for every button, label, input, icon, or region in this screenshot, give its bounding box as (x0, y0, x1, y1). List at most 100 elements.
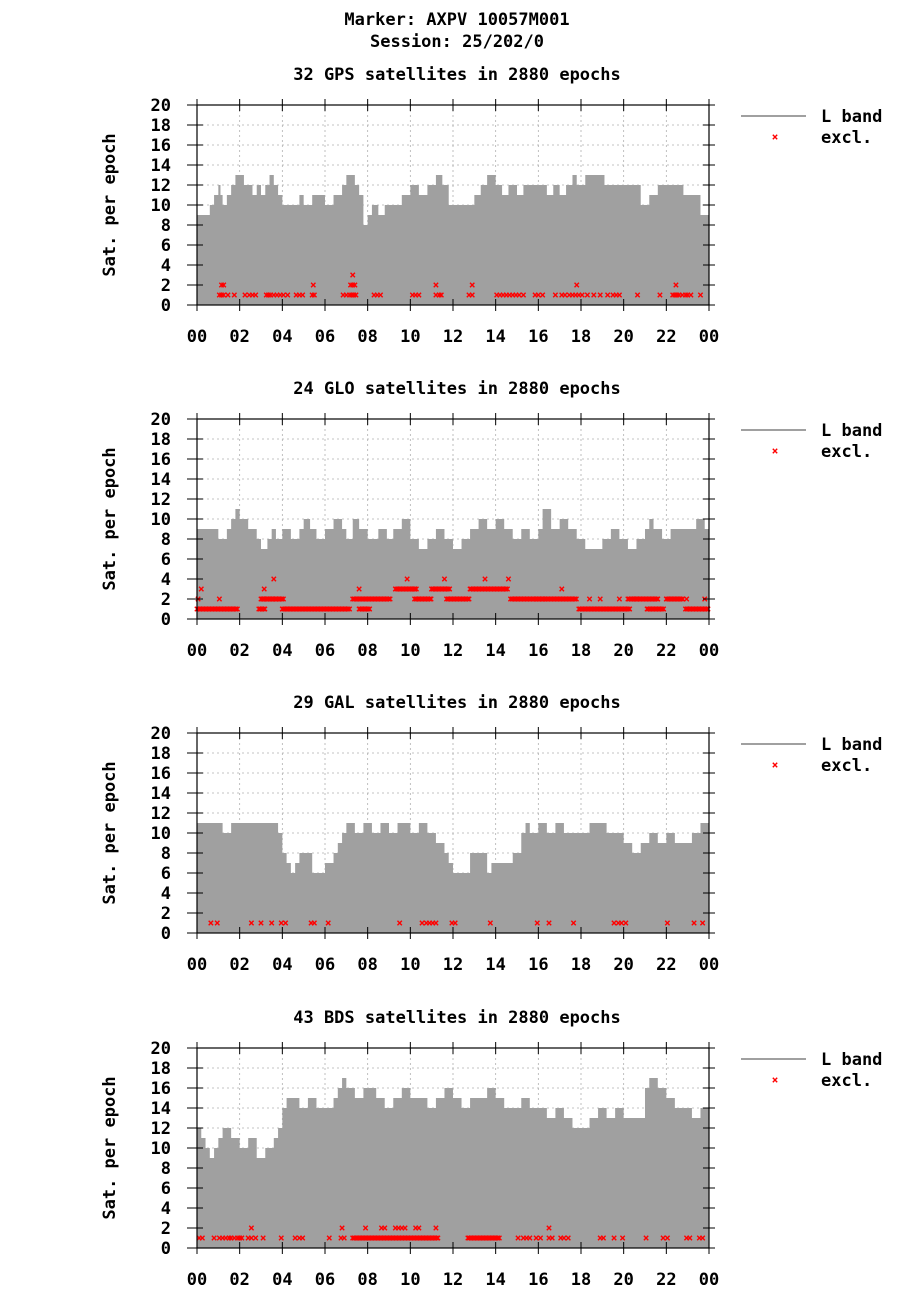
excluded-marker (252, 1235, 259, 1241)
x-tick-label: 06 (315, 955, 335, 975)
x-tick-label: 18 (571, 641, 591, 661)
excluded-marker (516, 292, 522, 298)
excluded-marker (537, 1235, 544, 1241)
excluded-marker (611, 1235, 617, 1241)
excluded-marker (616, 596, 623, 602)
excluded-marker (260, 596, 266, 602)
x-tick-label: 00 (187, 327, 207, 347)
excluded-marker (673, 282, 679, 288)
excluded-marker (280, 596, 287, 602)
excluded-marker (242, 292, 248, 298)
excluded-marker (402, 1225, 408, 1231)
excluded-marker (565, 1235, 571, 1241)
marker-heading: Marker: AXPV 10057M001 (344, 10, 569, 30)
y-tick-label: 4 (161, 570, 171, 590)
x-tick-label: 02 (229, 327, 249, 347)
excluded-marker (466, 596, 472, 602)
chart-title: 43 BDS satellites in 2880 epochs (293, 1008, 621, 1028)
excluded-marker (464, 596, 471, 602)
excluded-marker (562, 292, 568, 298)
excluded-marker (426, 596, 433, 602)
y-tick-label: 10 (151, 510, 171, 530)
excluded-marker (292, 1235, 298, 1241)
excluded-marker (496, 1235, 502, 1241)
excluded-marker (515, 1235, 521, 1241)
y-tick-label: 4 (161, 256, 171, 276)
excluded-marker (446, 586, 453, 592)
y-tick-label: 14 (151, 784, 171, 804)
excluded-marker (539, 292, 546, 298)
excluded-marker (299, 292, 306, 298)
x-tick-label: 10 (400, 327, 420, 347)
excluded-marker (433, 1225, 439, 1231)
y-tick-label: 6 (161, 550, 171, 570)
y-tick-label: 4 (161, 1199, 171, 1219)
legend-excl-label: excl. (821, 442, 872, 462)
excluded-marker (552, 292, 559, 298)
x-tick-label: 22 (656, 641, 676, 661)
x-tick-label: 14 (485, 327, 505, 347)
excluded-marker (539, 596, 546, 602)
excluded-marker (683, 596, 690, 602)
legend-excl-label: excl. (821, 128, 872, 148)
excluded-marker (428, 596, 434, 602)
excluded-marker (262, 606, 268, 612)
excluded-marker (678, 596, 684, 602)
y-tick-label: 18 (151, 430, 171, 450)
excluded-marker (600, 1235, 607, 1241)
x-tick-label: 08 (357, 955, 377, 975)
x-tick-label: 16 (528, 955, 548, 975)
x-tick-label: 10 (400, 1270, 420, 1290)
excluded-marker (416, 1225, 422, 1231)
y-tick-label: 16 (151, 764, 171, 784)
y-axis-label: Sat. per epoch (100, 1076, 120, 1219)
y-tick-label: 8 (161, 1159, 171, 1179)
excluded-marker (279, 596, 285, 602)
excluded-marker (387, 596, 393, 602)
excluded-marker (326, 1235, 332, 1241)
excluded-marker (339, 1225, 345, 1231)
y-tick-label: 20 (151, 1039, 171, 1059)
excluded-marker (611, 920, 617, 926)
x-tick-label: 18 (571, 1270, 591, 1290)
excluded-marker (597, 292, 603, 298)
excluded-marker (452, 920, 458, 926)
excluded-marker (299, 1235, 306, 1241)
excluded-marker (231, 292, 238, 298)
x-tick-label: 14 (485, 955, 505, 975)
y-tick-label: 16 (151, 136, 171, 156)
y-axis-label: Sat. per epoch (100, 133, 120, 276)
x-tick-label: 20 (613, 955, 633, 975)
excluded-marker (660, 606, 667, 612)
x-tick-label: 16 (528, 641, 548, 661)
y-tick-label: 2 (161, 276, 171, 296)
y-tick-label: 12 (151, 490, 171, 510)
excluded-marker (268, 596, 275, 602)
y-tick-label: 14 (151, 470, 171, 490)
excluded-marker (703, 606, 710, 612)
legend-excl-marker (772, 1077, 778, 1083)
excluded-marker (278, 1235, 284, 1241)
x-tick-label: 12 (443, 641, 463, 661)
excluded-marker (233, 606, 239, 612)
legend-band-label: L band (821, 735, 882, 755)
excluded-marker (659, 606, 665, 612)
x-tick-label: 22 (656, 955, 676, 975)
x-tick-label: 12 (443, 1270, 463, 1290)
x-tick-label: 20 (613, 327, 633, 347)
x-tick-label: 14 (485, 641, 505, 661)
legend-excl-marker (772, 762, 778, 768)
excluded-marker (271, 576, 277, 582)
chart-panel: 24 GLO satellites in 2880 epochs Sat. per… (100, 379, 882, 661)
excluded-marker (643, 1235, 649, 1241)
excluded-marker (657, 292, 663, 298)
y-tick-label: 18 (151, 744, 171, 764)
excluded-marker (385, 596, 392, 602)
x-tick-label: 02 (229, 641, 249, 661)
excluded-marker (469, 292, 475, 298)
excluded-marker (248, 1235, 255, 1241)
excluded-marker (268, 920, 275, 926)
excluded-marker (428, 586, 435, 592)
